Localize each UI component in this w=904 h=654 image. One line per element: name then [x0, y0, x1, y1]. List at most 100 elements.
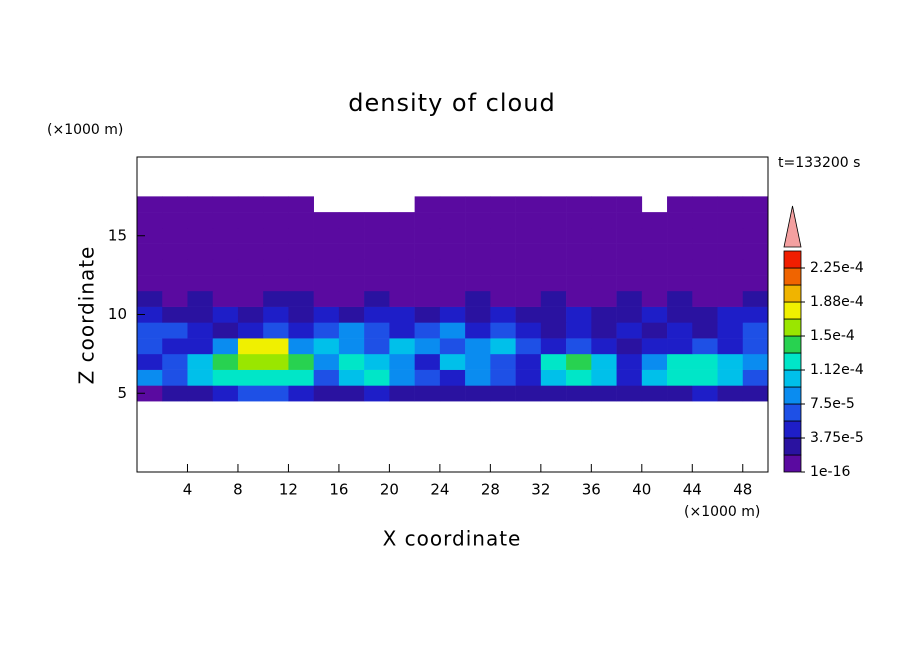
colorbar-box: [783, 403, 802, 422]
contour-cell: [641, 275, 668, 292]
contour-cell: [237, 306, 264, 323]
contour-cell: [717, 227, 744, 244]
x-tick-label: 44: [683, 481, 702, 499]
contour-cell: [237, 243, 264, 260]
contour-cell: [591, 385, 617, 402]
contour-cell: [566, 275, 592, 292]
contour-cell: [263, 385, 289, 402]
contour-cell: [515, 322, 542, 339]
contour-cell: [263, 322, 289, 339]
contour-cell: [566, 338, 592, 355]
contour-cell: [313, 306, 340, 323]
contour-cell: [389, 306, 415, 323]
contour-cell: [364, 369, 390, 386]
contour-cell: [616, 275, 643, 292]
contour-cell: [137, 385, 163, 402]
contour-cell: [591, 369, 617, 386]
contour-cell: [692, 338, 718, 355]
contour-cell: [591, 306, 617, 323]
contour-cell: [667, 227, 693, 244]
contour-cell: [414, 385, 441, 402]
contour-cell: [616, 196, 643, 213]
contour-cell: [616, 243, 643, 260]
contour-cell: [288, 353, 314, 370]
contour-cell: [364, 353, 390, 370]
contour-cell: [692, 196, 718, 213]
contour-cell: [313, 338, 340, 355]
contour-cell: [389, 212, 415, 229]
contour-cell: [263, 369, 289, 386]
colorbar-tick-label: 7.5e-5: [810, 396, 855, 412]
colorbar-over: [783, 205, 802, 248]
contour-cell: [263, 196, 289, 213]
colorbar-box: [783, 454, 802, 473]
contour-cell: [187, 290, 214, 307]
contour-cell: [692, 322, 718, 339]
contour-cell: [212, 369, 239, 386]
contour-cell: [515, 243, 542, 260]
contour-cell: [667, 290, 693, 307]
contour-cell: [364, 212, 390, 229]
colorbar-box: [783, 335, 802, 354]
contour-cell: [515, 196, 542, 213]
contour-cell: [288, 259, 314, 276]
contour-cell: [288, 212, 314, 229]
contour-cell: [162, 322, 188, 339]
contour-cell: [439, 243, 466, 260]
contour-cell: [439, 338, 466, 355]
contour-cell: [566, 212, 592, 229]
contour-cell: [263, 275, 289, 292]
contour-cell: [212, 275, 239, 292]
contour-cell: [540, 275, 567, 292]
y-tick-label: 15: [108, 226, 127, 244]
contour-cell: [263, 306, 289, 323]
contour-cell: [641, 290, 668, 307]
contour-cell: [288, 369, 314, 386]
contour-cell: [162, 290, 188, 307]
contour-cell: [313, 212, 340, 229]
contour-cell: [667, 243, 693, 260]
contour-cell: [237, 338, 264, 355]
contour-cell: [540, 306, 567, 323]
field: [137, 196, 769, 402]
contour-cell: [490, 306, 516, 323]
contour-cell: [389, 275, 415, 292]
contour-cell: [692, 259, 718, 276]
contour-cell: [439, 385, 466, 402]
contour-cell: [389, 369, 415, 386]
contour-cell: [187, 196, 214, 213]
contour-cell: [187, 227, 214, 244]
contour-cell: [389, 322, 415, 339]
y-axis-label: Z coordinate: [75, 246, 99, 385]
contour-cell: [465, 322, 491, 339]
contour-cell: [414, 196, 441, 213]
contour-cell: [717, 306, 744, 323]
contour-cell: [364, 275, 390, 292]
contour-cell: [237, 369, 264, 386]
contour-cell: [717, 322, 744, 339]
contour-cell: [717, 369, 744, 386]
contour-cell: [667, 212, 693, 229]
contour-cell: [490, 275, 516, 292]
contour-cell: [212, 243, 239, 260]
contour-cell: [162, 243, 188, 260]
contour-cell: [742, 259, 769, 276]
contour-cell: [212, 290, 239, 307]
contour-cell: [692, 385, 718, 402]
contour-cell: [465, 353, 491, 370]
contour-cell: [490, 353, 516, 370]
contour-cell: [162, 369, 188, 386]
contour-cell: [338, 338, 365, 355]
contour-cell: [338, 353, 365, 370]
contour-cell: [692, 353, 718, 370]
contour-cell: [137, 275, 163, 292]
contour-cell: [742, 353, 769, 370]
contour-cell: [313, 227, 340, 244]
colorbar-box: [783, 352, 802, 371]
contour-cell: [137, 227, 163, 244]
contour-cell: [212, 227, 239, 244]
contour-cell: [591, 338, 617, 355]
contour-cell: [414, 322, 441, 339]
contour-cell: [212, 322, 239, 339]
